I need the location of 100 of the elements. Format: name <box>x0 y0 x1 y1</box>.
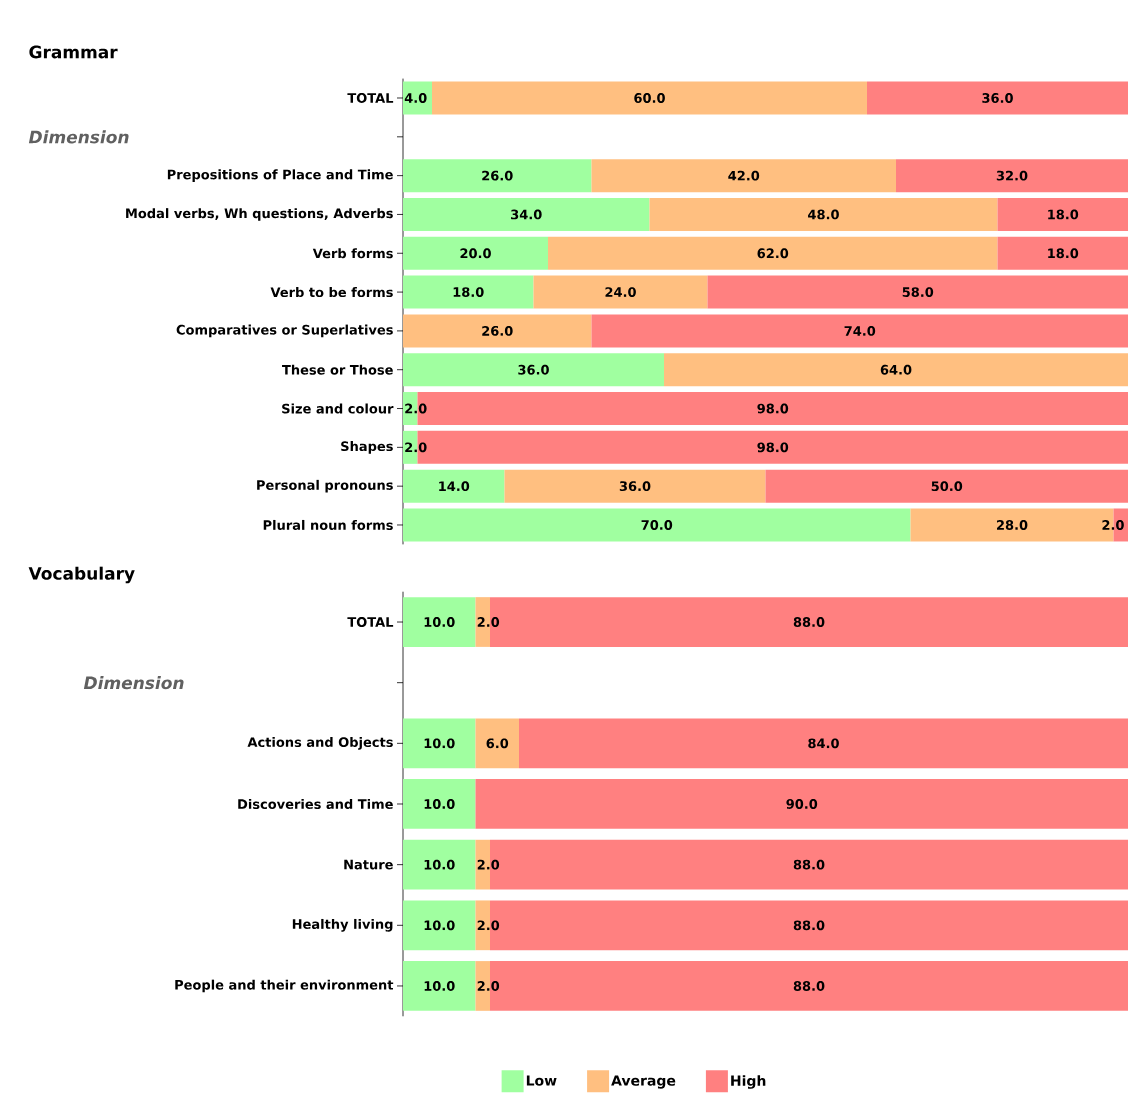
data-label: 20.0 <box>460 248 491 259</box>
bar <box>896 159 1129 193</box>
data-label: 42.0 <box>728 170 760 181</box>
bar <box>867 81 1129 115</box>
data-label: 10.0 <box>424 859 455 870</box>
bar <box>475 718 519 769</box>
data-label: 36.0 <box>619 481 651 492</box>
y-tick-label: Verb forms <box>312 248 393 259</box>
data-label: 2.0 <box>405 403 427 414</box>
data-label: 24.0 <box>605 287 636 297</box>
y-tick-label: Plural noun forms <box>263 519 393 531</box>
y-tick-label: Prepositions of Place and Time <box>167 169 393 182</box>
bar <box>403 961 476 1011</box>
data-label: 10.0 <box>424 738 455 749</box>
data-label: 60.0 <box>634 93 665 103</box>
data-label: 74.0 <box>844 325 876 336</box>
bar <box>649 197 998 231</box>
text: Vocabulary <box>28 566 135 584</box>
bar <box>432 81 867 115</box>
data-label: 98.0 <box>757 442 789 453</box>
text: Dimension <box>83 676 184 690</box>
data-label: 2.0 <box>477 617 500 627</box>
y-tick-label: Actions and Objects <box>247 736 393 750</box>
bar <box>403 469 505 503</box>
legend-label: Average <box>611 1075 676 1089</box>
data-label: 58.0 <box>902 287 934 297</box>
data-label: 2.0 <box>405 442 427 453</box>
bar <box>403 159 592 193</box>
data-label: 10.0 <box>424 920 455 931</box>
bar <box>403 508 911 542</box>
data-label: 10.0 <box>424 617 455 627</box>
data-label: 84.0 <box>808 738 839 749</box>
data-label: 2.0 <box>477 920 500 931</box>
data-label: 18.0 <box>1048 209 1079 220</box>
data-label: 90.0 <box>786 799 818 809</box>
data-label: 88.0 <box>793 617 825 627</box>
y-tick-label: Size and colour <box>282 403 394 414</box>
y-tick-label: Discoveries and Time <box>238 798 393 810</box>
bar <box>548 236 998 270</box>
data-label: 26.0 <box>482 325 513 336</box>
data-label: 10.0 <box>424 981 455 991</box>
y-tick-label: TOTAL <box>347 617 394 627</box>
text: Dimension <box>28 130 129 144</box>
data-label: 14.0 <box>439 481 470 492</box>
bar <box>504 469 766 503</box>
data-label: 70.0 <box>641 520 673 530</box>
y-tick-label: Verb to be forms <box>270 287 393 298</box>
bar <box>403 353 664 387</box>
bar <box>403 779 476 829</box>
data-label: 2.0 <box>477 859 500 870</box>
data-label: 28.0 <box>997 520 1028 530</box>
data-label: 36.0 <box>982 93 1013 103</box>
legend-label: High <box>731 1075 766 1089</box>
data-label: 2.0 <box>1102 520 1124 530</box>
legend-label: Low <box>526 1075 557 1086</box>
y-tick-label: Modal verbs, Wh questions, Adverbs <box>126 208 393 221</box>
data-label: 26.0 <box>482 170 513 181</box>
bar <box>403 718 476 769</box>
bar <box>664 353 1129 387</box>
data-label: 18.0 <box>1048 248 1079 259</box>
y-tick-label: Comparatives or Superlatives <box>176 324 393 338</box>
bar <box>403 236 549 270</box>
text: Grammar <box>29 45 118 59</box>
y-tick-label: Nature <box>344 859 393 870</box>
data-label: 10.0 <box>424 799 455 809</box>
data-label: 64.0 <box>880 364 912 375</box>
bar <box>707 275 1129 309</box>
bar <box>403 197 650 231</box>
data-label: 98.0 <box>757 403 789 414</box>
bar <box>403 275 534 309</box>
bar <box>403 597 476 647</box>
data-label: 62.0 <box>757 248 789 259</box>
bar <box>591 314 1129 348</box>
bar <box>765 469 1129 503</box>
bar <box>997 236 1129 270</box>
data-label: 2.0 <box>477 981 500 991</box>
data-label: 50.0 <box>931 481 963 492</box>
data-label: 34.0 <box>511 209 542 220</box>
bar <box>519 718 1129 769</box>
bar <box>591 159 897 193</box>
bar <box>997 197 1129 231</box>
data-label: 36.0 <box>518 364 549 375</box>
data-label: 18.0 <box>453 287 484 297</box>
bar <box>475 779 1129 829</box>
bar <box>403 839 476 890</box>
data-label: 48.0 <box>808 209 839 220</box>
y-tick-label: Shapes <box>341 441 393 454</box>
data-label: 88.0 <box>793 981 825 991</box>
bar <box>403 81 432 115</box>
bar <box>533 275 708 309</box>
y-tick-label: These or Those <box>282 364 393 375</box>
bar <box>403 900 476 951</box>
data-label: 6.0 <box>486 738 509 749</box>
data-label: 4.0 <box>404 93 427 103</box>
y-tick-label: Healthy living <box>292 918 393 932</box>
bar <box>403 314 592 348</box>
y-tick-label: Personal pronouns <box>257 479 393 493</box>
data-label: 32.0 <box>996 170 1028 181</box>
y-tick-label: TOTAL <box>347 93 394 103</box>
y-tick-label: People and their environment <box>175 979 394 993</box>
